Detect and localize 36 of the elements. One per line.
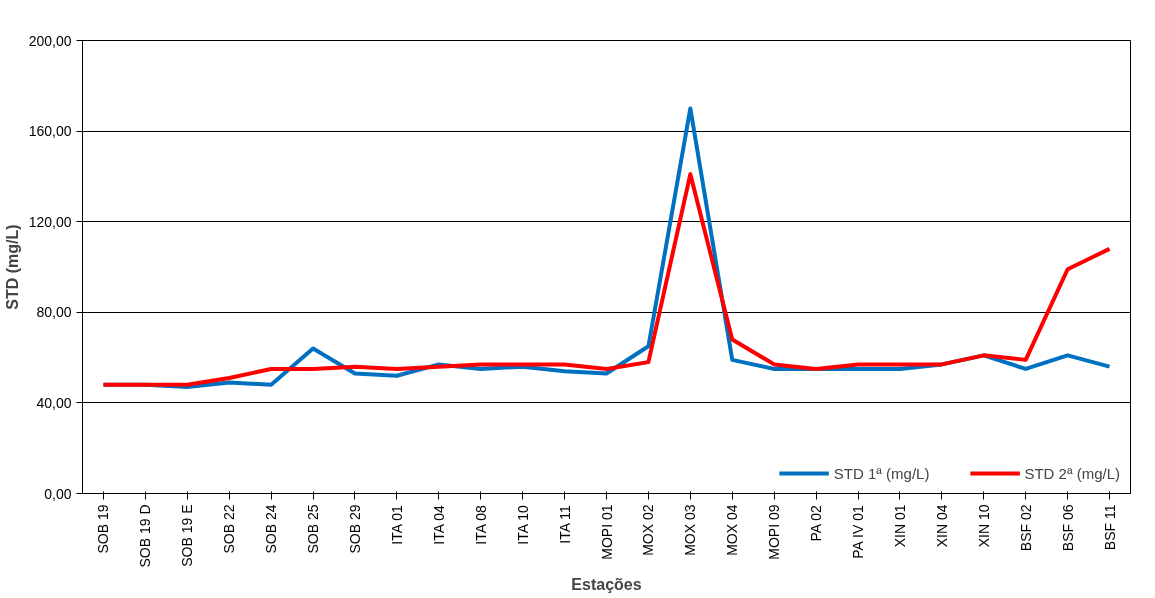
- x-tick-label: SOB 19 D: [137, 504, 154, 568]
- y-tick-label: 0,00: [44, 485, 72, 502]
- x-tick-label: MOX 04: [724, 504, 741, 556]
- x-tick-label: MOX 02: [640, 504, 657, 556]
- x-tick-label: SOB 19 E: [179, 504, 196, 567]
- x-tick-label: SOB 25: [305, 504, 322, 554]
- x-tick-label: PA IV 01: [850, 505, 867, 559]
- x-tick-label: SOB 24: [263, 504, 280, 554]
- line-series: [101, 172, 1112, 387]
- y-tick-label: 120,00: [28, 213, 72, 230]
- x-tick-label: BSF 11: [1101, 504, 1118, 551]
- x-tick-label: BSF 06: [1059, 504, 1076, 552]
- y-axis-title: STD (mg/L): [3, 224, 21, 310]
- x-tick-label: MOX 03: [682, 504, 699, 556]
- x-tick-label: ITA 11: [556, 505, 573, 544]
- x-tick-label: PA 02: [808, 505, 825, 542]
- x-tick-label: ITA 01: [388, 505, 405, 545]
- x-tick-label: XIN 10: [975, 504, 992, 548]
- x-tick-label: XIN 04: [933, 504, 950, 548]
- y-tick-label: 80,00: [36, 304, 72, 321]
- y-tick-label: 40,00: [36, 394, 72, 411]
- x-tick-label: SOB 29: [346, 504, 363, 554]
- x-tick-label: XIN 01: [891, 504, 908, 548]
- y-tick-label: 200,00: [28, 32, 72, 49]
- x-tick-label: BSF 02: [1017, 504, 1034, 552]
- x-tick-label: SOB 19: [95, 504, 112, 554]
- x-tick-label: MOPI 09: [766, 504, 783, 560]
- x-axis-title: Estações: [571, 575, 642, 593]
- legend-label: STD 2ª (mg/L): [1024, 464, 1120, 482]
- x-tick-label: ITA 10: [514, 505, 531, 545]
- x-tick-label: ITA 04: [430, 505, 447, 545]
- x-tick-label: ITA 08: [472, 505, 489, 545]
- y-tick-label: 160,00: [28, 123, 72, 140]
- legend-label: STD 1ª (mg/L): [833, 464, 930, 482]
- x-tick-label: SOB 22: [221, 504, 238, 554]
- x-tick-label: MOPI 01: [598, 504, 615, 560]
